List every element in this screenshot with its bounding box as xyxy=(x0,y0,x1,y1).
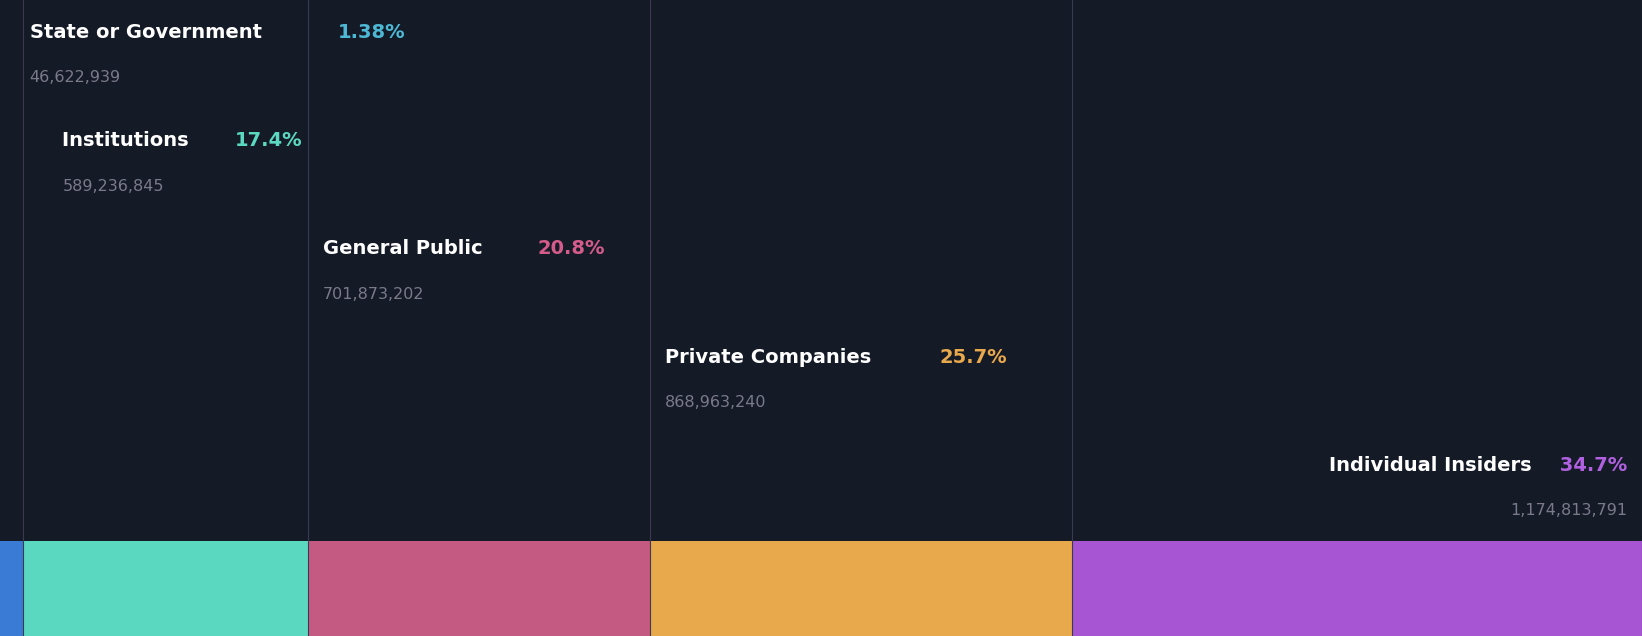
Bar xyxy=(1072,541,1642,636)
Text: 868,963,240: 868,963,240 xyxy=(665,395,767,410)
Bar xyxy=(309,541,650,636)
Text: Institutions: Institutions xyxy=(62,131,195,150)
Text: 589,236,845: 589,236,845 xyxy=(62,179,164,193)
Bar xyxy=(23,541,309,636)
Text: 46,622,939: 46,622,939 xyxy=(30,71,120,85)
Bar xyxy=(0,541,23,636)
Text: 1.38%: 1.38% xyxy=(338,23,406,42)
Text: 1,174,813,791: 1,174,813,791 xyxy=(1511,503,1627,518)
Text: State or Government: State or Government xyxy=(30,23,268,42)
Text: 34.7%: 34.7% xyxy=(1553,456,1627,474)
Text: Individual Insiders: Individual Insiders xyxy=(1328,456,1532,474)
Text: 25.7%: 25.7% xyxy=(939,347,1007,366)
Text: General Public: General Public xyxy=(323,239,489,258)
Text: 20.8%: 20.8% xyxy=(539,239,606,258)
Text: 17.4%: 17.4% xyxy=(235,131,302,150)
Text: Private Companies: Private Companies xyxy=(665,347,878,366)
Bar xyxy=(650,541,1072,636)
Text: 701,873,202: 701,873,202 xyxy=(323,287,425,302)
